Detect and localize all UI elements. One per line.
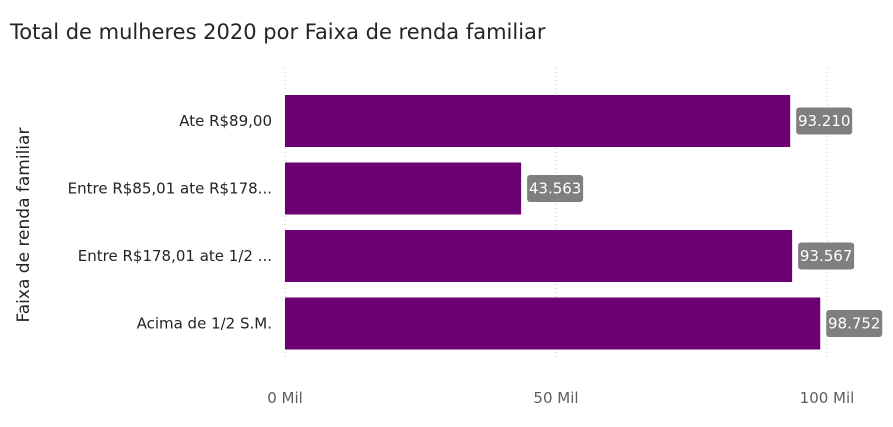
y-axis-title: Faixa de renda familiar [14, 128, 34, 323]
data-label: 43.563 [527, 175, 584, 202]
category-label: Ate R$89,00 [179, 112, 272, 130]
bar[interactable] [285, 95, 791, 147]
data-label: 93.567 [798, 242, 855, 270]
x-tick-label: 50 Mil [533, 389, 578, 407]
bar[interactable] [285, 162, 522, 215]
chart-title: Total de mulheres 2020 por Faixa de rend… [10, 20, 546, 44]
category-label: Acima de 1/2 S.M. [137, 315, 272, 333]
bars [285, 95, 821, 350]
category-labels: Ate R$89,00 Entre R$85,01 ate R$178... Ent… [68, 112, 272, 333]
data-label-background [798, 242, 855, 270]
bar[interactable] [285, 230, 793, 282]
data-label-background [527, 175, 584, 202]
data-label-background [826, 310, 883, 337]
x-tick-label: 0 Mil [267, 389, 303, 407]
data-label: 98.752 [826, 310, 883, 337]
bar[interactable] [285, 297, 821, 350]
data-labels: 93.210 43.563 93.567 98.752 [527, 107, 883, 337]
data-label-value: 43.563 [529, 180, 582, 198]
category-label: Entre R$85,01 ate R$178... [68, 180, 272, 198]
data-label: 93.210 [796, 107, 853, 135]
category-label: Entre R$178,01 ate 1/2 ... [78, 247, 272, 265]
data-label-value: 93.210 [798, 112, 851, 130]
data-label-value: 98.752 [828, 315, 881, 333]
data-label-background [796, 107, 853, 135]
x-axis-ticks: 0 Mil 50 Mil 100 Mil [267, 389, 854, 407]
x-tick-label: 100 Mil [800, 389, 855, 407]
data-label-value: 93.567 [800, 247, 853, 265]
